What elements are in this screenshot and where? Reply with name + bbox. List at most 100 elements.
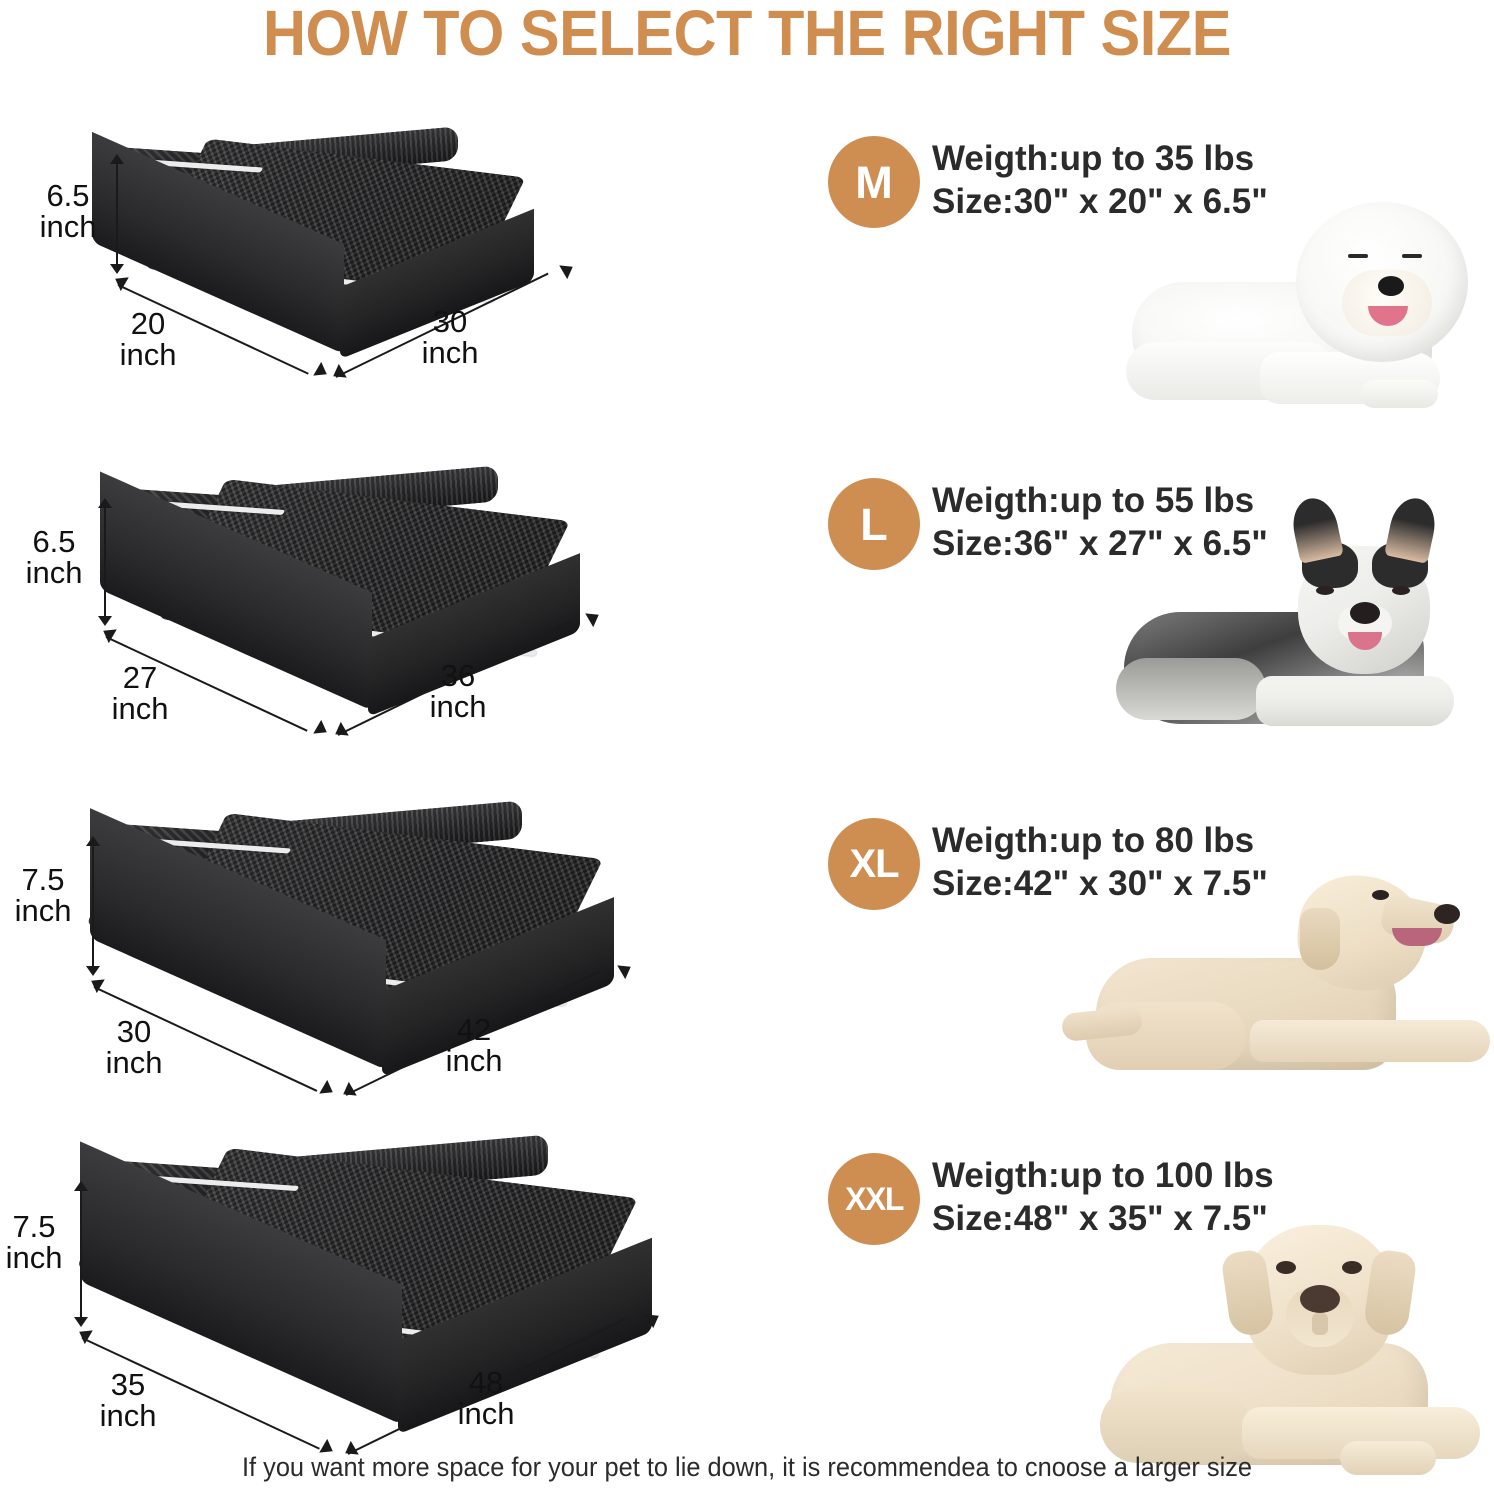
- height-arrow-top: [110, 154, 124, 164]
- size-line-xxl: Size:48" x 35" x 7.5": [932, 1198, 1268, 1238]
- dog-tongue: [1368, 306, 1408, 326]
- size-row-m: 6.5 inch 20 inch 30 inch M Weigth:u: [0, 118, 1494, 463]
- depth-value: 35: [110, 1367, 146, 1402]
- size-line-xl: Size:42" x 30" x 7.5": [932, 863, 1268, 903]
- size-info-l: L Weigth:up to 55 lbs Size:36" x 27" x 6…: [810, 460, 1494, 805]
- depth-unit: inch: [99, 1398, 157, 1433]
- size-badge-m: M: [828, 136, 920, 228]
- height-value: 7.5: [12, 1209, 56, 1244]
- dog-ear-left: [1288, 494, 1344, 564]
- page-title: HOW TO SELECT THE RIGHT SIZE: [263, 0, 1231, 69]
- dog-photo-golden-retriever: [1060, 842, 1494, 1114]
- bed-diagram-xl: 7.5 inch 30 inch 42 inch: [0, 800, 760, 1145]
- height-arrow-bottom: [86, 966, 100, 976]
- width-arrow-end: [617, 959, 635, 980]
- bed-diagram-xxl: 7.5 inch 35 inch 48 inch: [0, 1134, 760, 1480]
- size-info-xl: XL Weigth:up to 80 lbs Size:42" x 30" x …: [810, 800, 1494, 1145]
- height-dim-label: 7.5 inch: [0, 1211, 74, 1273]
- height-value: 6.5: [46, 178, 90, 213]
- depth-unit: inch: [105, 1045, 163, 1080]
- bed-diagram-m: 6.5 inch 20 inch 30 inch: [0, 118, 760, 463]
- width-unit: inch: [445, 1043, 503, 1078]
- depth-value: 30: [116, 1014, 152, 1049]
- height-unit: inch: [5, 1240, 63, 1275]
- height-dim-label: 7.5 inch: [0, 864, 86, 926]
- dog-eye-right: [1402, 254, 1422, 258]
- depth-dim-label: 30 inch: [84, 1016, 184, 1078]
- height-dim-label: 6.5 inch: [22, 180, 114, 242]
- width-dim-label: 30 inch: [400, 306, 500, 368]
- height-dim-line: [92, 842, 94, 966]
- width-value: 36: [440, 658, 476, 693]
- depth-dim-label: 27 inch: [90, 662, 190, 724]
- width-arrow-start: [331, 721, 349, 742]
- width-arrow-end: [559, 259, 577, 280]
- size-spec-l: Weigth:up to 55 lbs Size:36" x 27" x 6.5…: [932, 480, 1268, 565]
- dog-eye-left: [1276, 1261, 1296, 1274]
- height-unit: inch: [39, 209, 97, 244]
- dog-photo-bichon-frise-white: [1110, 184, 1490, 432]
- dog-hind-leg: [1100, 1387, 1250, 1463]
- dog-nose: [1350, 602, 1380, 624]
- dog-eye-left: [1316, 586, 1334, 595]
- dog-paw: [1360, 380, 1438, 408]
- height-dim-line: [80, 1187, 82, 1317]
- dog-ear-right: [1384, 494, 1440, 564]
- height-arrow-top: [86, 836, 100, 846]
- width-arrow-end: [585, 607, 603, 628]
- weight-line-xxl: Weigth:up to 100 lbs: [932, 1156, 1274, 1195]
- dog-nose: [1434, 904, 1460, 924]
- width-value: 48: [468, 1365, 504, 1400]
- dog-front-legs: [1256, 676, 1454, 726]
- depth-arrow-end: [319, 1079, 337, 1100]
- depth-dim-label: 20 inch: [98, 308, 198, 370]
- height-dim-label: 6.5 inch: [8, 526, 100, 588]
- dog-nose: [1300, 1285, 1340, 1313]
- size-spec-m: Weigth:up to 35 lbs Size:30" x 20" x 6.5…: [932, 138, 1268, 223]
- depth-value: 27: [122, 660, 158, 695]
- width-unit: inch: [429, 689, 487, 724]
- dog-eye-left: [1348, 254, 1368, 258]
- height-dim-line: [116, 160, 118, 264]
- footer-note: If you want more space for your pet to l…: [241, 1452, 1253, 1482]
- depth-unit: inch: [111, 691, 169, 726]
- height-arrow-bottom: [110, 264, 124, 274]
- depth-arrow-end: [313, 361, 331, 382]
- bed-diagram-l: 6.5 inch 27 inch 36 inch: [0, 460, 760, 805]
- size-spec-xl: Weigth:up to 80 lbs Size:42" x 30" x 7.5…: [932, 820, 1268, 905]
- size-line-m: Size:30" x 20" x 6.5": [932, 181, 1268, 221]
- size-info-m: M Weigth:up to 35 lbs Size:30" x 20" x 6…: [810, 118, 1494, 463]
- size-row-xxl: 7.5 inch 35 inch 48 inch XXL Weigth:up t…: [0, 1134, 1494, 1480]
- size-info-xxl: XXL Weigth:up to 100 lbs Size:48" x 35" …: [810, 1135, 1494, 1480]
- width-dim-label: 42 inch: [424, 1014, 524, 1076]
- depth-dim-label: 35 inch: [78, 1369, 178, 1431]
- dog-tongue: [1348, 632, 1382, 650]
- dog-photo-siberian-husky: [1106, 490, 1494, 772]
- weight-line-l: Weigth:up to 55 lbs: [932, 481, 1255, 520]
- height-unit: inch: [25, 555, 83, 590]
- width-unit: inch: [421, 335, 479, 370]
- height-arrow-bottom: [74, 1317, 88, 1327]
- height-arrow-top: [74, 1181, 88, 1191]
- size-line-l: Size:36" x 27" x 6.5": [932, 523, 1268, 563]
- depth-value: 20: [130, 306, 166, 341]
- height-arrow-top: [98, 498, 112, 508]
- width-arrow-start: [329, 363, 347, 384]
- dog-eye-right: [1392, 586, 1410, 595]
- depth-arrow-end: [313, 719, 331, 740]
- dog-ear: [1300, 908, 1340, 970]
- width-dim-label: 48 inch: [436, 1367, 536, 1429]
- dog-photo-labrador-retriever: [1090, 1189, 1494, 1487]
- size-badge-xxl: XXL: [828, 1153, 920, 1245]
- size-badge-l: L: [828, 478, 920, 570]
- dog-front-legs: [1250, 1020, 1490, 1062]
- width-arrow-start: [339, 1081, 357, 1102]
- height-value: 6.5: [32, 524, 76, 559]
- width-unit: inch: [457, 1396, 515, 1431]
- size-row-xl: 7.5 inch 30 inch 42 inch XL Weigth:up to…: [0, 800, 1494, 1145]
- dog-eye: [1372, 890, 1389, 900]
- dog-eye-right: [1342, 1261, 1362, 1274]
- dog-tongue: [1392, 928, 1442, 946]
- dog-hind-leg: [1116, 658, 1266, 720]
